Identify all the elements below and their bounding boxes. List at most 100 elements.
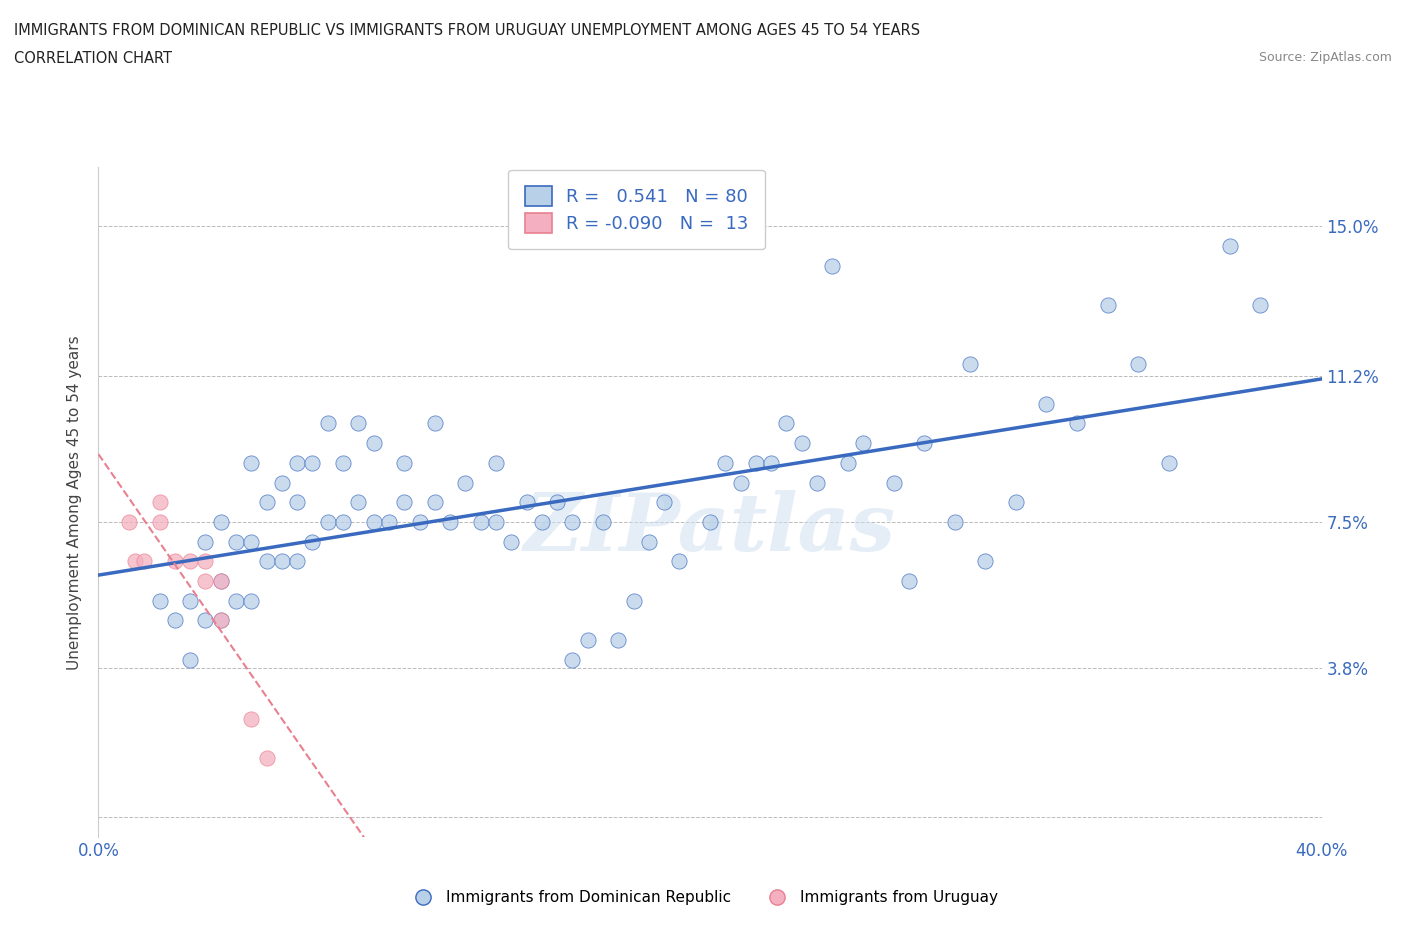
Point [225,534,247,549]
Point [561,514,583,529]
Point [179,652,201,667]
Point [256,554,278,569]
Point [423,416,446,431]
Point [423,495,446,510]
Point [576,632,599,647]
Point [974,554,997,569]
Point [714,456,737,471]
Point [285,554,308,569]
Point [821,259,844,273]
Point [943,514,966,529]
Text: CORRELATION CHART: CORRELATION CHART [14,51,172,66]
Point [883,475,905,490]
Point [270,475,292,490]
Y-axis label: Unemployment Among Ages 45 to 54 years: Unemployment Among Ages 45 to 54 years [67,335,83,670]
Point [652,495,675,510]
Legend: R =   0.541   N = 80, R = -0.090   N =  13: R = 0.541 N = 80, R = -0.090 N = 13 [509,170,765,249]
Point [790,435,813,450]
Point [668,554,690,569]
Point [316,416,339,431]
Point [149,495,172,510]
Point [408,514,430,529]
Point [1157,456,1180,471]
Point [959,357,981,372]
Point [256,751,278,765]
Point [332,514,354,529]
Point [332,456,354,471]
Point [912,435,935,450]
Point [699,514,721,529]
Point [378,514,401,529]
Point [163,613,186,628]
Point [179,554,201,569]
Point [240,456,263,471]
Point [363,435,385,450]
Point [546,495,568,510]
Point [149,593,172,608]
Point [149,514,172,529]
Point [852,435,875,450]
Point [134,554,156,569]
Point [118,514,141,529]
Point [1066,416,1088,431]
Point [470,514,492,529]
Point [1128,357,1150,372]
Legend: Immigrants from Dominican Republic, Immigrants from Uruguay: Immigrants from Dominican Republic, Immi… [402,884,1004,911]
Point [607,632,630,647]
Point [530,514,553,529]
Point [897,574,920,589]
Point [561,652,583,667]
Point [240,593,263,608]
Point [285,495,308,510]
Point [623,593,645,608]
Point [1004,495,1026,510]
Point [516,495,538,510]
Point [163,554,186,569]
Point [745,456,768,471]
Point [301,456,323,471]
Point [209,574,232,589]
Point [775,416,797,431]
Point [454,475,477,490]
Text: Source: ZipAtlas.com: Source: ZipAtlas.com [1258,51,1392,64]
Point [501,534,523,549]
Point [347,495,370,510]
Point [439,514,461,529]
Point [256,495,278,510]
Point [194,574,217,589]
Point [1097,298,1119,312]
Text: ZIPatlas: ZIPatlas [524,490,896,567]
Point [806,475,828,490]
Point [270,554,292,569]
Point [179,593,201,608]
Point [194,554,217,569]
Point [347,416,370,431]
Point [209,613,232,628]
Point [194,613,217,628]
Point [392,456,416,471]
Point [240,534,263,549]
Text: IMMIGRANTS FROM DOMINICAN REPUBLIC VS IMMIGRANTS FROM URUGUAY UNEMPLOYMENT AMONG: IMMIGRANTS FROM DOMINICAN REPUBLIC VS IM… [14,23,920,38]
Point [837,456,859,471]
Point [209,613,232,628]
Point [1249,298,1271,312]
Point [240,711,263,726]
Point [124,554,146,569]
Point [285,456,308,471]
Point [392,495,416,510]
Point [194,534,217,549]
Point [592,514,614,529]
Point [730,475,752,490]
Point [209,574,232,589]
Point [301,534,323,549]
Point [485,514,508,529]
Point [225,593,247,608]
Point [637,534,661,549]
Point [759,456,782,471]
Point [1035,396,1057,411]
Point [485,456,508,471]
Point [316,514,339,529]
Point [1219,239,1241,254]
Point [363,514,385,529]
Point [209,514,232,529]
